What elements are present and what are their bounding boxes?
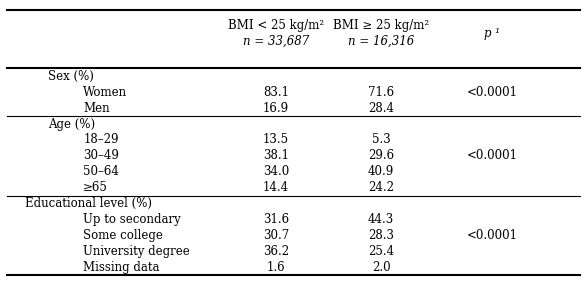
- Text: <0.0001: <0.0001: [467, 149, 518, 162]
- Text: 25.4: 25.4: [368, 245, 394, 258]
- Text: 2.0: 2.0: [372, 261, 390, 274]
- Text: 31.6: 31.6: [263, 213, 289, 226]
- Text: University degree: University degree: [83, 245, 190, 258]
- Text: 83.1: 83.1: [263, 86, 289, 99]
- Text: Men: Men: [83, 102, 110, 115]
- Text: 40.9: 40.9: [368, 165, 394, 178]
- Text: 13.5: 13.5: [263, 133, 289, 146]
- Text: Some college: Some college: [83, 229, 163, 242]
- Text: 28.4: 28.4: [368, 102, 394, 115]
- Text: 5.3: 5.3: [372, 133, 390, 146]
- Text: p ¹: p ¹: [484, 27, 500, 40]
- Text: 50–64: 50–64: [83, 165, 119, 178]
- Text: <0.0001: <0.0001: [467, 229, 518, 242]
- Text: 36.2: 36.2: [263, 245, 289, 258]
- Text: n = 16,316: n = 16,316: [348, 35, 414, 48]
- Text: BMI < 25 kg/m²: BMI < 25 kg/m²: [228, 19, 324, 32]
- Text: Missing data: Missing data: [83, 261, 160, 274]
- Text: 24.2: 24.2: [368, 181, 394, 194]
- Text: Educational level (%): Educational level (%): [25, 197, 152, 210]
- Text: 71.6: 71.6: [368, 86, 394, 99]
- Text: Age (%): Age (%): [48, 118, 95, 131]
- Text: 18–29: 18–29: [83, 133, 119, 146]
- Text: 16.9: 16.9: [263, 102, 289, 115]
- Text: 1.6: 1.6: [266, 261, 285, 274]
- Text: Sex (%): Sex (%): [48, 70, 94, 83]
- Text: ≥65: ≥65: [83, 181, 108, 194]
- Text: 30.7: 30.7: [263, 229, 289, 242]
- Text: 29.6: 29.6: [368, 149, 394, 162]
- Text: BMI ≥ 25 kg/m²: BMI ≥ 25 kg/m²: [333, 19, 429, 32]
- Text: Up to secondary: Up to secondary: [83, 213, 181, 226]
- Text: 28.3: 28.3: [368, 229, 394, 242]
- Text: 34.0: 34.0: [263, 165, 289, 178]
- Text: Women: Women: [83, 86, 127, 99]
- Text: 14.4: 14.4: [263, 181, 289, 194]
- Text: 38.1: 38.1: [263, 149, 289, 162]
- Text: <0.0001: <0.0001: [467, 86, 518, 99]
- Text: 30–49: 30–49: [83, 149, 119, 162]
- Text: 44.3: 44.3: [368, 213, 394, 226]
- Text: n = 33,687: n = 33,687: [243, 35, 309, 48]
